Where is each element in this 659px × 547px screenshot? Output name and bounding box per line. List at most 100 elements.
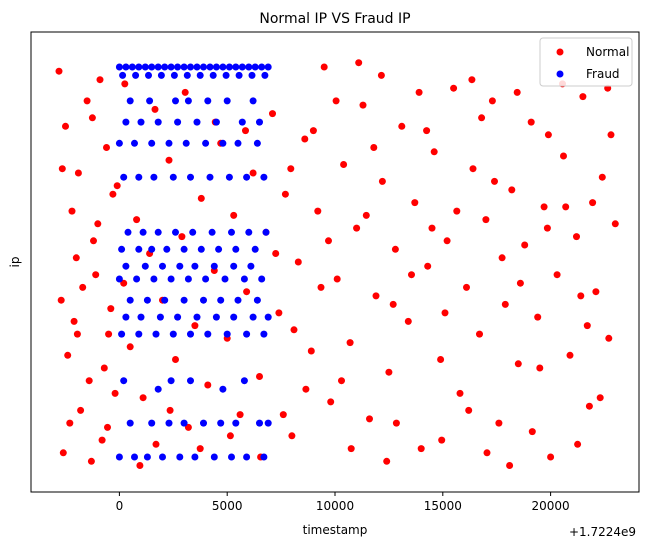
fraud-point <box>165 419 173 427</box>
fraud-point <box>258 63 266 71</box>
fraud-point <box>193 63 201 71</box>
fraud-point <box>221 275 229 283</box>
normal-point <box>560 152 567 160</box>
fraud-point <box>264 63 272 71</box>
normal-point <box>491 177 498 185</box>
normal-point <box>450 84 458 92</box>
normal-point <box>152 440 160 448</box>
fraud-point <box>187 173 194 181</box>
normal-point <box>59 449 67 457</box>
fraud-point <box>180 245 188 253</box>
normal-point <box>236 411 244 419</box>
normal-point <box>58 165 66 173</box>
plot-area <box>30 31 640 493</box>
fraud-point <box>115 139 123 147</box>
fraud-point <box>249 97 257 105</box>
x-tick-label: 10000 <box>316 499 354 513</box>
normal-point <box>391 245 399 253</box>
normal-point <box>598 173 606 181</box>
fraud-point <box>174 63 182 71</box>
normal-point <box>57 296 65 304</box>
normal-point <box>566 351 574 359</box>
normal-point <box>70 317 78 325</box>
normal-point <box>94 220 102 228</box>
normal-point <box>611 220 619 228</box>
fraud-point <box>249 313 257 321</box>
normal-point <box>408 271 415 279</box>
normal-point <box>62 122 69 130</box>
normal-point <box>294 258 302 266</box>
fraud-point <box>219 63 227 71</box>
fraud-point <box>115 63 123 71</box>
normal-point <box>301 135 309 143</box>
fraud-point <box>120 173 128 181</box>
normal-point <box>317 283 325 291</box>
normal-point <box>96 76 104 84</box>
fraud-point <box>176 262 184 270</box>
normal-point <box>544 131 552 139</box>
normal-point <box>372 292 380 300</box>
fraud-point <box>154 228 162 236</box>
normal-point <box>404 317 412 325</box>
normal-point <box>103 144 110 151</box>
fraud-point <box>225 63 233 71</box>
legend-fraud-label: Fraud <box>586 67 620 81</box>
normal-point <box>521 241 529 249</box>
fraud-point <box>163 245 171 253</box>
normal-point <box>488 97 496 105</box>
fraud-point <box>137 118 145 126</box>
fraud-point <box>172 228 179 236</box>
fraud-point <box>193 313 201 321</box>
normal-point <box>325 237 332 245</box>
normal-point <box>596 394 604 402</box>
fraud-point <box>210 262 218 270</box>
fraud-point <box>200 419 207 427</box>
normal-point <box>506 462 514 469</box>
fraud-point <box>208 228 216 236</box>
fraud-point <box>131 139 138 147</box>
fraud-point <box>135 245 143 253</box>
normal-point <box>85 377 93 385</box>
fraud-point <box>148 139 156 147</box>
normal-point <box>302 385 310 393</box>
fraud-point <box>184 97 192 105</box>
normal-point <box>528 428 536 436</box>
normal-point <box>430 148 438 156</box>
x-axis-label: timestamp <box>303 523 368 537</box>
normal-point <box>166 406 174 414</box>
fraud-point <box>200 296 207 304</box>
x-tick-label: 0 <box>116 499 124 513</box>
fraud-point <box>148 245 156 253</box>
normal-point <box>83 97 91 105</box>
fraud-point <box>245 63 253 71</box>
fraud-point <box>118 245 126 253</box>
fraud-point <box>232 245 240 253</box>
normal-point <box>55 67 63 75</box>
fraud-point <box>167 275 175 283</box>
fraud-point <box>240 377 248 385</box>
normal-point <box>498 254 506 262</box>
normal-point <box>543 224 551 232</box>
normal-point <box>105 330 113 338</box>
fraud-point <box>135 63 143 71</box>
normal-point <box>287 165 295 173</box>
normal-point <box>501 300 509 308</box>
fraud-point <box>135 173 143 181</box>
points-layer <box>55 59 619 469</box>
normal-point <box>307 347 315 355</box>
fraud-point <box>264 419 272 427</box>
normal-point <box>333 275 341 283</box>
fraud-point <box>228 453 235 461</box>
normal-point <box>243 288 251 296</box>
fraud-point <box>150 173 158 181</box>
normal-point <box>423 127 431 135</box>
fraud-point <box>122 313 130 321</box>
normal-point <box>90 237 97 245</box>
normal-point <box>290 326 298 334</box>
x-offset-label: +1.7224e9 <box>569 525 636 539</box>
normal-point <box>383 457 391 465</box>
normal-point <box>443 237 451 245</box>
normal-point <box>583 322 591 330</box>
normal-point <box>574 440 582 448</box>
fraud-point <box>225 173 233 181</box>
